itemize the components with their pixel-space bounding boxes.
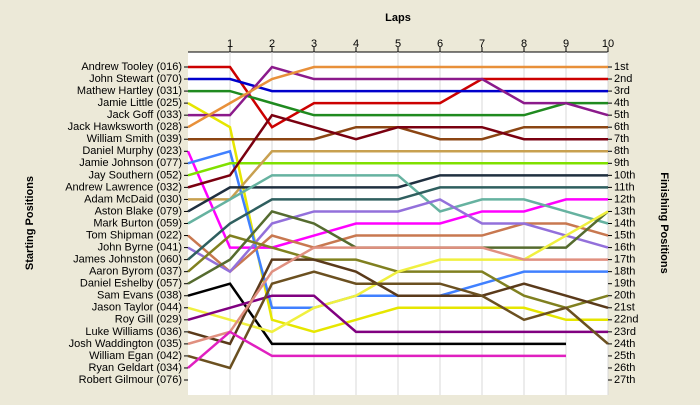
driver-label: Aaron Byrom (037)	[89, 266, 182, 278]
driver-line	[187, 162, 608, 177]
driver-label: Mark Burton (059)	[93, 217, 182, 229]
driver-line	[187, 113, 608, 189]
finishing-label: 17th	[614, 254, 635, 266]
finishing-label: 16th	[614, 241, 635, 253]
driver-label: Jamie Little (025)	[98, 97, 182, 109]
driver-line	[187, 258, 609, 346]
driver-label: William Smith (039)	[87, 133, 182, 145]
driver-line	[187, 330, 566, 369]
finishing-label: 21st	[614, 302, 635, 314]
driver-label: John Stewart (070)	[89, 73, 182, 85]
finishing-label: 23rd	[614, 326, 636, 338]
y-axis-label: Starting Positions	[24, 176, 36, 270]
finishing-label: 10th	[614, 169, 635, 181]
finishing-label: 7th	[614, 133, 629, 145]
y2-axis-label: Finishing Positions	[658, 172, 670, 273]
driver-line	[188, 150, 608, 201]
x-tick-label: 5	[395, 38, 401, 50]
driver-label: Mathew Hartley (031)	[77, 85, 182, 97]
driver-line	[187, 174, 609, 225]
driver-label: Robert Gilmour (076)	[79, 374, 182, 386]
driver-label: John Byrne (041)	[98, 241, 182, 253]
finishing-label: 14th	[614, 217, 635, 229]
driver-label: Daniel Eshelby (057)	[80, 278, 182, 290]
finishing-label: 22nd	[614, 314, 638, 326]
driver-label: Jamie Johnson (077)	[79, 157, 182, 169]
x-tick-label: 2	[269, 38, 275, 50]
driver-label: Ryan Geldart (034)	[88, 362, 182, 374]
finishing-label: 12th	[614, 193, 635, 205]
x-tick-label: 8	[521, 38, 527, 50]
driver-label: Andrew Tooley (016)	[81, 61, 182, 73]
finishing-label: 9th	[614, 157, 629, 169]
driver-label: William Egan (042)	[89, 350, 182, 362]
driver-label: Josh Waddington (035)	[69, 338, 182, 350]
finishing-label: 19th	[614, 278, 635, 290]
driver-label: Jay Southern (052)	[88, 169, 182, 181]
finishing-label: 20th	[614, 290, 635, 302]
driver-label: Roy Gill (029)	[115, 314, 182, 326]
finishing-label: 11th	[614, 181, 635, 193]
driver-label: Tom Shipman (022)	[86, 229, 182, 241]
x-tick-label: 4	[353, 38, 359, 50]
driver-line	[187, 222, 609, 274]
driver-line	[188, 65, 609, 117]
finishing-label: 6th	[614, 121, 629, 133]
finishing-label: 5th	[614, 109, 629, 121]
driver-label: Adam McDaid (030)	[84, 193, 182, 205]
finishing-label: 4th	[614, 97, 629, 109]
driver-label: Sam Evans (038)	[97, 290, 182, 302]
driver-line	[187, 174, 608, 213]
driver-label: Jack Hawksworth (028)	[68, 121, 182, 133]
x-tick-label: 9	[563, 38, 569, 50]
finishing-label: 25th	[614, 350, 635, 362]
driver-line	[187, 270, 609, 370]
driver-label: Andrew Lawrence (032)	[65, 181, 182, 193]
driver-line	[187, 282, 566, 346]
driver-line	[187, 246, 608, 346]
finishing-label: 27th	[614, 374, 635, 386]
finishing-label: 18th	[614, 266, 635, 278]
x-tick-label: 1	[227, 38, 233, 50]
finishing-label: 26th	[614, 362, 635, 374]
driver-line	[187, 198, 609, 274]
driver-line	[187, 65, 608, 129]
driver-label: Daniel Murphy (023)	[82, 145, 182, 157]
driver-line	[187, 294, 608, 334]
driver-label: Aston Blake (079)	[95, 205, 182, 217]
driver-label: Luke Williams (036)	[85, 326, 182, 338]
x-tick-label: 10	[602, 38, 614, 50]
driver-line	[187, 186, 608, 261]
finishing-label: 24th	[614, 338, 635, 350]
driver-line	[188, 65, 608, 129]
driver-label: James Johnston (060)	[73, 254, 182, 266]
finishing-label: 3rd	[614, 85, 630, 97]
finishing-label: 13th	[614, 205, 635, 217]
finishing-label: 2nd	[614, 73, 632, 85]
driver-line	[187, 210, 609, 334]
finishing-label: 15th	[614, 229, 635, 241]
finishing-label: 8th	[614, 145, 629, 157]
driver-label: Jason Taylor (044)	[92, 302, 182, 314]
driver-line	[188, 89, 608, 117]
chart-title: Laps	[385, 12, 411, 24]
x-tick-label: 7	[479, 38, 485, 50]
finishing-label: 1st	[614, 61, 629, 73]
driver-label: Jack Goff (033)	[107, 109, 182, 121]
x-tick-label: 6	[437, 38, 443, 50]
x-tick-label: 3	[311, 38, 317, 50]
